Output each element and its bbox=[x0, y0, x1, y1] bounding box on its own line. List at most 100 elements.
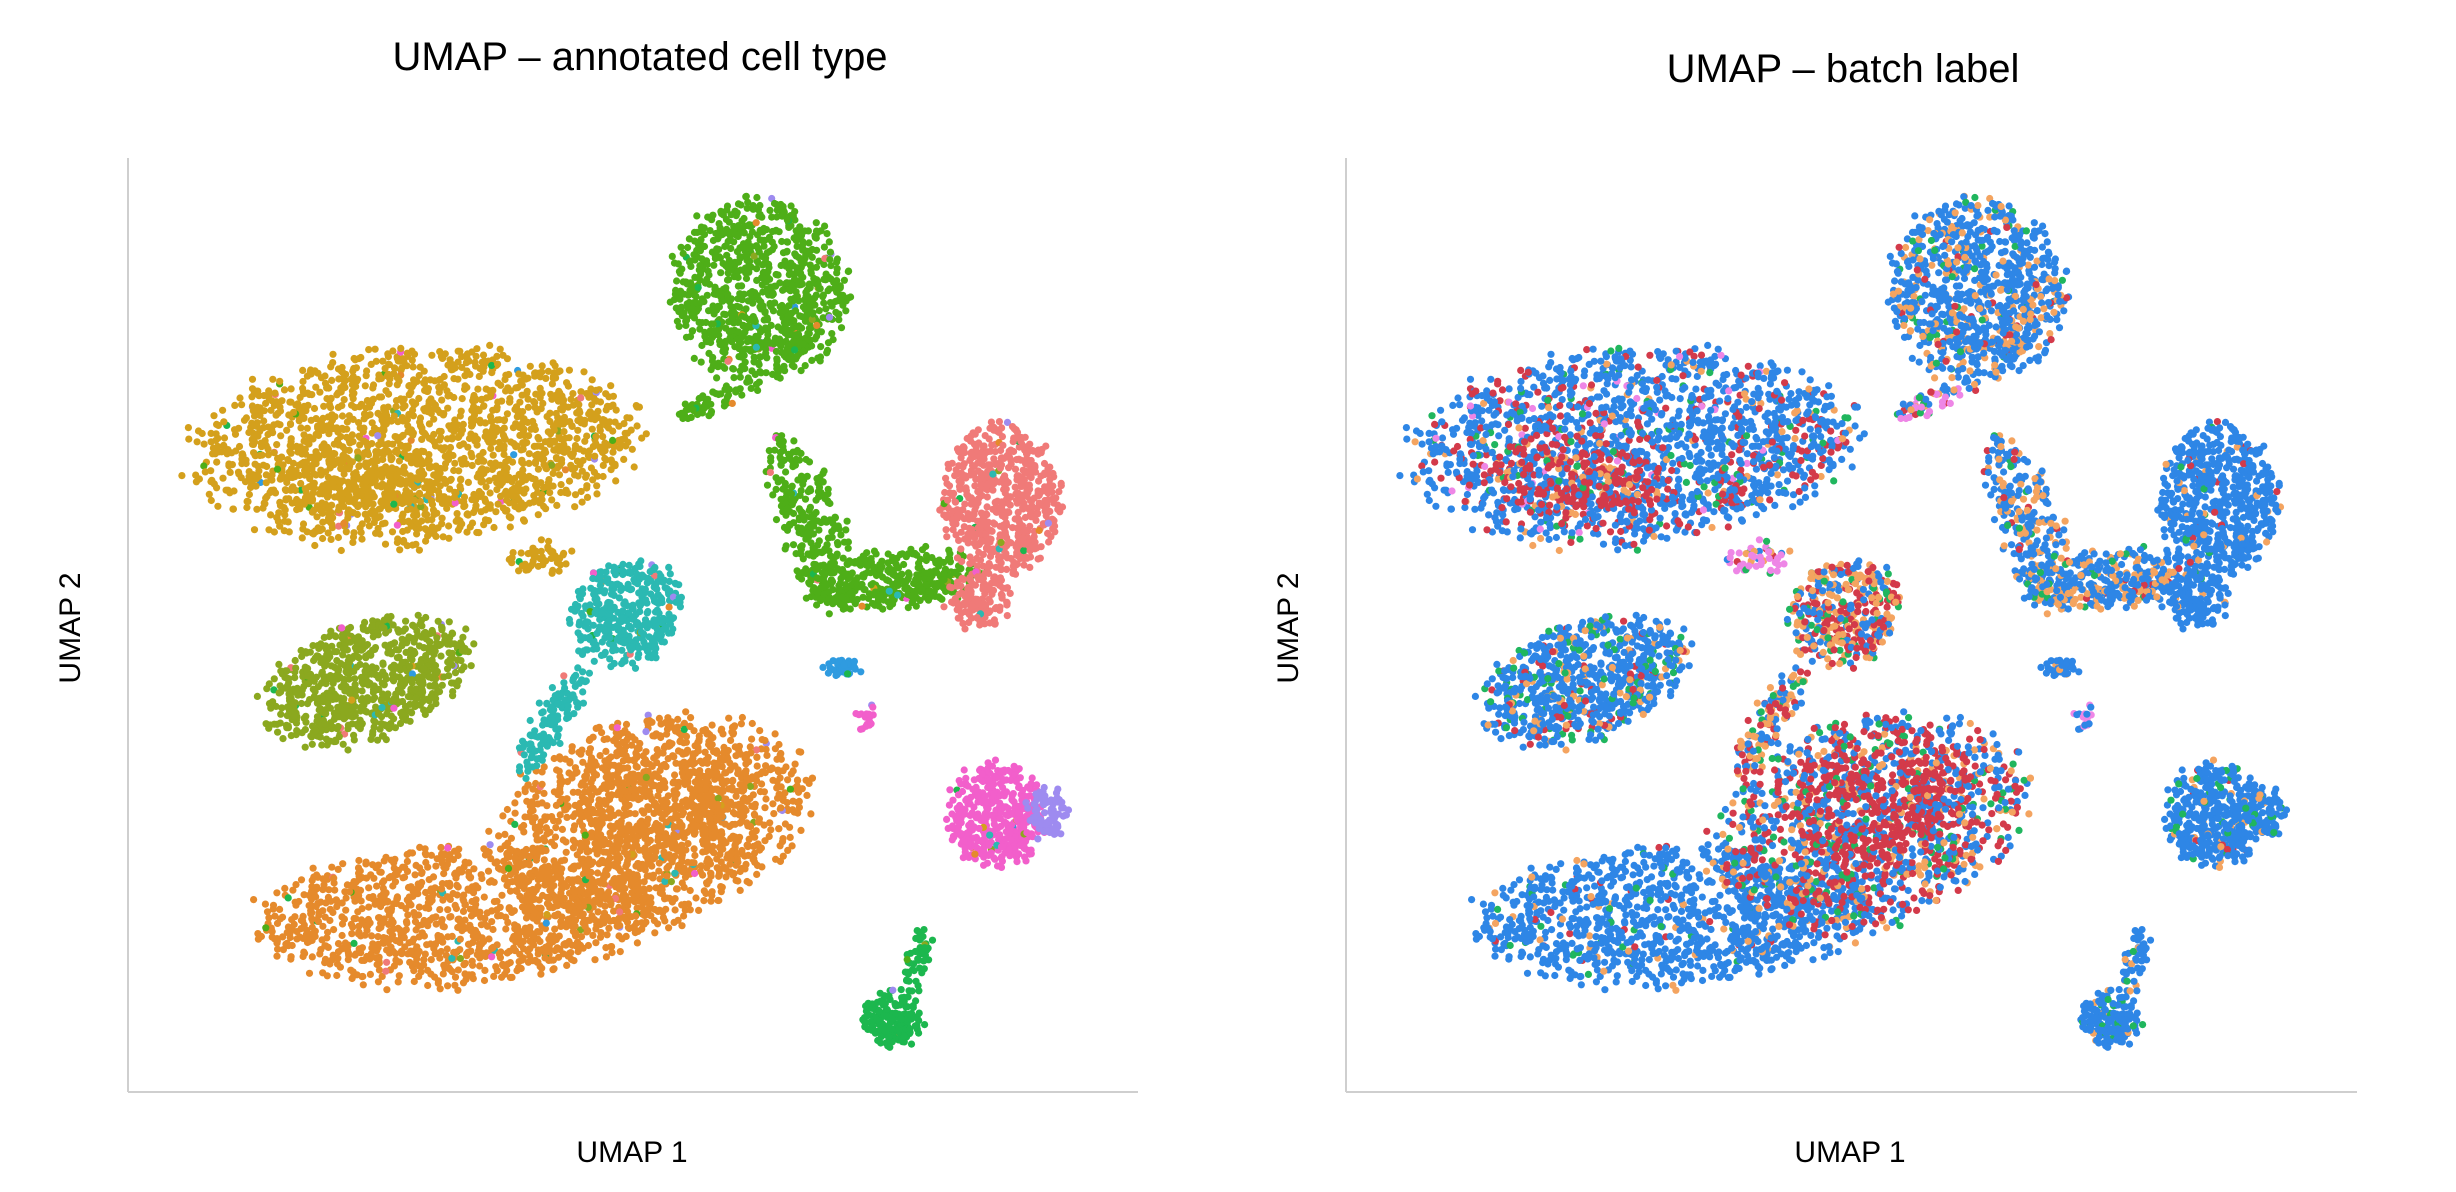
point-cell-type bbox=[591, 469, 598, 476]
point-cell-type bbox=[435, 977, 442, 984]
point-cell-type bbox=[359, 687, 366, 694]
point-cell-type bbox=[742, 861, 749, 868]
point-cell-type bbox=[552, 824, 559, 831]
point-cell-type bbox=[422, 629, 429, 636]
point-cell-type bbox=[535, 511, 542, 518]
point-cell-type bbox=[787, 834, 794, 841]
point-cell-type bbox=[511, 799, 518, 806]
point-cell-type bbox=[479, 359, 486, 366]
point-cell-type bbox=[424, 492, 431, 499]
point-cell-type bbox=[467, 906, 474, 913]
point-cell-type bbox=[526, 500, 533, 507]
point-cell-type bbox=[271, 935, 278, 942]
point-cell-type bbox=[534, 959, 541, 966]
point-cell-type bbox=[663, 895, 670, 902]
point-cell-type bbox=[306, 970, 313, 977]
point-cell-type bbox=[185, 424, 192, 431]
point-cell-type bbox=[390, 621, 397, 628]
point-cell-type bbox=[276, 906, 283, 913]
point-cell-type bbox=[614, 724, 621, 731]
point-cell-type bbox=[440, 970, 447, 977]
point-cell-type bbox=[354, 908, 361, 915]
point-cell-type bbox=[340, 385, 347, 392]
point-cell-type bbox=[507, 387, 514, 394]
point-cell-type bbox=[560, 428, 567, 435]
point-cell-type bbox=[597, 887, 604, 894]
point-cell-type bbox=[361, 932, 368, 939]
point-cell-type bbox=[596, 444, 603, 451]
point-cell-type bbox=[665, 924, 672, 931]
point-cell-type bbox=[319, 526, 326, 533]
point-cell-type bbox=[468, 419, 475, 426]
point-cell-type bbox=[319, 969, 326, 976]
point-cell-type bbox=[525, 904, 532, 911]
point-cell-type bbox=[498, 398, 505, 405]
point-cell-type bbox=[456, 866, 463, 873]
point-cell-type bbox=[358, 957, 365, 964]
point-cell-type bbox=[584, 848, 591, 855]
point-cell-type bbox=[363, 478, 370, 485]
point-cell-type bbox=[445, 535, 452, 542]
point-cell-type bbox=[377, 899, 384, 906]
point-cell-type bbox=[679, 879, 686, 886]
point-cell-type bbox=[440, 411, 447, 418]
point-cell-type bbox=[355, 864, 362, 871]
point-cell-type bbox=[369, 731, 376, 738]
point-cell-type bbox=[592, 898, 599, 905]
point-cell-type bbox=[393, 472, 400, 479]
point-cell-type bbox=[719, 884, 726, 891]
point-cell-type bbox=[729, 871, 736, 878]
point-cell-type bbox=[319, 519, 326, 526]
point-cell-type bbox=[662, 906, 669, 913]
point-cell-type bbox=[280, 461, 287, 468]
point-cell-type bbox=[399, 689, 406, 696]
point-cell-type bbox=[465, 511, 472, 518]
point-cell-type bbox=[448, 640, 455, 647]
point-cell-type bbox=[292, 899, 299, 906]
point-cell-type bbox=[531, 867, 538, 874]
point-cell-type bbox=[607, 403, 614, 410]
point-cell-type bbox=[372, 704, 379, 711]
point-cell-type bbox=[599, 433, 606, 440]
scatter-points-cell-type bbox=[178, 193, 1072, 1051]
point-cell-type bbox=[254, 693, 261, 700]
point-cell-type bbox=[489, 407, 496, 414]
point-cell-type bbox=[276, 378, 283, 385]
point-cell-type bbox=[557, 811, 564, 818]
point-cell-type bbox=[520, 938, 527, 945]
point-cell-type bbox=[322, 721, 329, 728]
point-cell-type bbox=[398, 950, 405, 957]
point-cell-type bbox=[480, 521, 487, 528]
point-cell-type bbox=[221, 434, 228, 441]
point-cell-type bbox=[454, 891, 461, 898]
point-cell-type bbox=[345, 654, 352, 661]
point-cell-type bbox=[743, 819, 750, 826]
point-cell-type bbox=[293, 506, 300, 513]
point-cell-type bbox=[302, 744, 309, 751]
point-cell-type bbox=[533, 886, 540, 893]
point-cell-type bbox=[596, 860, 603, 867]
point-cell-type bbox=[331, 648, 338, 655]
point-cell-type bbox=[241, 417, 248, 424]
point-cell-type bbox=[457, 936, 464, 943]
point-cell-type bbox=[285, 495, 292, 502]
point-cell-type bbox=[450, 361, 457, 368]
point-cell-type bbox=[340, 520, 347, 527]
point-cell-type bbox=[426, 464, 433, 471]
point-cell-type bbox=[359, 973, 366, 980]
point-cell-type bbox=[415, 520, 422, 527]
point-cell-type bbox=[467, 430, 474, 437]
point-cell-type bbox=[368, 671, 375, 678]
point-cell-type bbox=[599, 418, 606, 425]
point-cell-type bbox=[263, 479, 270, 486]
point-cell-type bbox=[585, 872, 592, 879]
point-cell-type bbox=[403, 649, 410, 656]
point-cell-type bbox=[227, 469, 234, 476]
point-cell-type bbox=[597, 934, 604, 941]
point-cell-type bbox=[422, 711, 429, 718]
point-cell-type bbox=[704, 880, 711, 887]
point-cell-type bbox=[719, 730, 726, 737]
point-cell-type bbox=[283, 479, 290, 486]
point-cell-type bbox=[424, 864, 431, 871]
point-cell-type bbox=[671, 870, 678, 877]
